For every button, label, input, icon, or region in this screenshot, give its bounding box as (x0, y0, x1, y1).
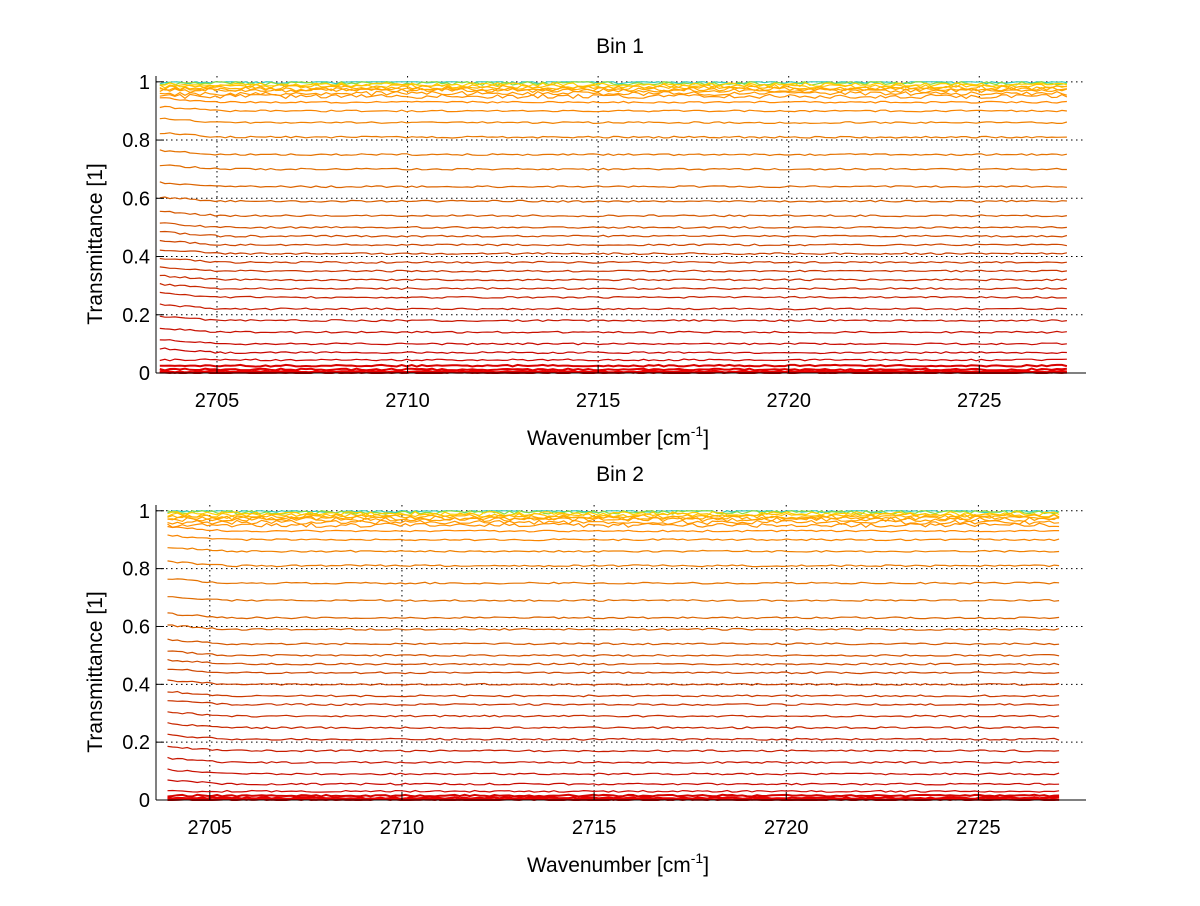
series-line (167, 722, 1060, 730)
series-line (167, 612, 1060, 620)
series-line (167, 768, 1060, 776)
series-line (159, 210, 1068, 218)
y-tick-label: 0.8 (122, 130, 150, 152)
x-tick-label: 2720 (764, 817, 809, 839)
series-line (167, 624, 1060, 631)
chart-bin-2: Bin 2 0 0.2 0.4 0.6 0.8 1 2705 2710 2715 2720 272… (84, 463, 1086, 877)
y-tick-label: 0.6 (122, 188, 150, 210)
series-line (167, 578, 1060, 585)
y-tick-labels: 0 0.2 0.4 0.6 0.8 1 (122, 72, 150, 385)
series-line (159, 358, 1067, 362)
series-line (159, 249, 1068, 256)
series-line (159, 93, 1068, 100)
series-line (159, 239, 1068, 247)
series-line (167, 534, 1060, 542)
x-tick-label: 2725 (956, 817, 1001, 839)
series-line (159, 132, 1067, 139)
x-tick-label: 2720 (766, 390, 811, 412)
series-line (159, 339, 1067, 346)
series-line (167, 596, 1060, 602)
series-line (159, 303, 1067, 311)
chart-title: Bin 2 (596, 463, 644, 486)
series-line (167, 525, 1060, 533)
y-tick-label: 0 (139, 790, 150, 812)
x-tick-label: 2705 (195, 390, 240, 412)
x-tick-label: 2710 (380, 817, 425, 839)
series-line (159, 367, 1067, 372)
series-line (159, 181, 1067, 189)
y-tick-label: 0.6 (122, 616, 150, 638)
x-tick-label: 2705 (188, 817, 233, 839)
series-line (159, 105, 1067, 113)
series-line (167, 547, 1060, 553)
series-line (167, 638, 1060, 646)
series-line (159, 315, 1067, 323)
x-tick-label: 2715 (576, 390, 621, 412)
series-line (167, 659, 1060, 666)
series-line (159, 164, 1067, 171)
series-line (167, 512, 1060, 518)
series-line (159, 363, 1068, 368)
series-line (159, 90, 1068, 97)
x-tick-labels: 2705 2710 2715 2720 2725 (195, 390, 1002, 412)
series-line (159, 149, 1068, 157)
series-line (167, 560, 1060, 568)
y-tick-label: 0.8 (122, 559, 150, 581)
series-line (159, 274, 1068, 282)
y-tick-label: 0.2 (122, 305, 150, 327)
y-tick-label: 0.2 (122, 732, 150, 754)
y-tick-labels: 0 0.2 0.4 0.6 0.8 1 (122, 501, 150, 812)
series-line (159, 222, 1067, 229)
x-tick-label: 2715 (572, 817, 617, 839)
series-line (159, 266, 1067, 273)
series-line (159, 282, 1067, 291)
y-axis-label: Transmittance [1] (84, 163, 107, 324)
series-line (159, 291, 1067, 299)
series-line (167, 679, 1060, 686)
series-line (159, 196, 1067, 203)
x-axis-label: Wavenumber [cm-1] (527, 850, 709, 877)
series-line (159, 87, 1067, 94)
series-line (167, 700, 1060, 707)
series-line (159, 347, 1067, 355)
y-tick-label: 0.4 (122, 247, 150, 269)
y-axis-label: Transmittance [1] (84, 591, 107, 752)
y-tick-label: 1 (139, 72, 150, 94)
series-line (167, 789, 1060, 793)
series-line (167, 779, 1060, 786)
series-line (167, 745, 1060, 753)
series-line (167, 733, 1060, 741)
series-line (167, 711, 1060, 718)
series-line (159, 257, 1067, 264)
series-line (167, 690, 1060, 698)
y-tick-label: 0.4 (122, 674, 150, 696)
series-line (159, 117, 1068, 125)
chart-bin-1: Bin 1 0 0.2 0.4 0.6 0.8 1 2705 2710 2715 2720 272… (84, 35, 1086, 450)
series-line (167, 510, 1060, 514)
y-tick-label: 0 (139, 363, 150, 385)
series-line (167, 522, 1060, 529)
series-line (167, 516, 1060, 523)
x-tick-label: 2725 (957, 390, 1002, 412)
series-group (167, 510, 1060, 802)
axes (155, 505, 1086, 801)
series-line (159, 327, 1067, 334)
series-line (167, 668, 1060, 675)
axes (155, 76, 1086, 374)
chart-title: Bin 1 (596, 35, 644, 58)
series-line (159, 83, 1068, 89)
y-tick-label: 1 (139, 501, 150, 523)
x-tick-labels: 2705 2710 2715 2720 2725 (188, 817, 1001, 839)
series-line (159, 97, 1067, 104)
series-line (167, 756, 1060, 764)
series-line (159, 81, 1067, 86)
series-line (167, 793, 1060, 798)
x-tick-label: 2710 (385, 390, 430, 412)
series-line (167, 650, 1060, 657)
series-line (159, 230, 1068, 238)
x-axis-label: Wavenumber [cm-1] (527, 423, 709, 450)
series-group (159, 81, 1068, 375)
